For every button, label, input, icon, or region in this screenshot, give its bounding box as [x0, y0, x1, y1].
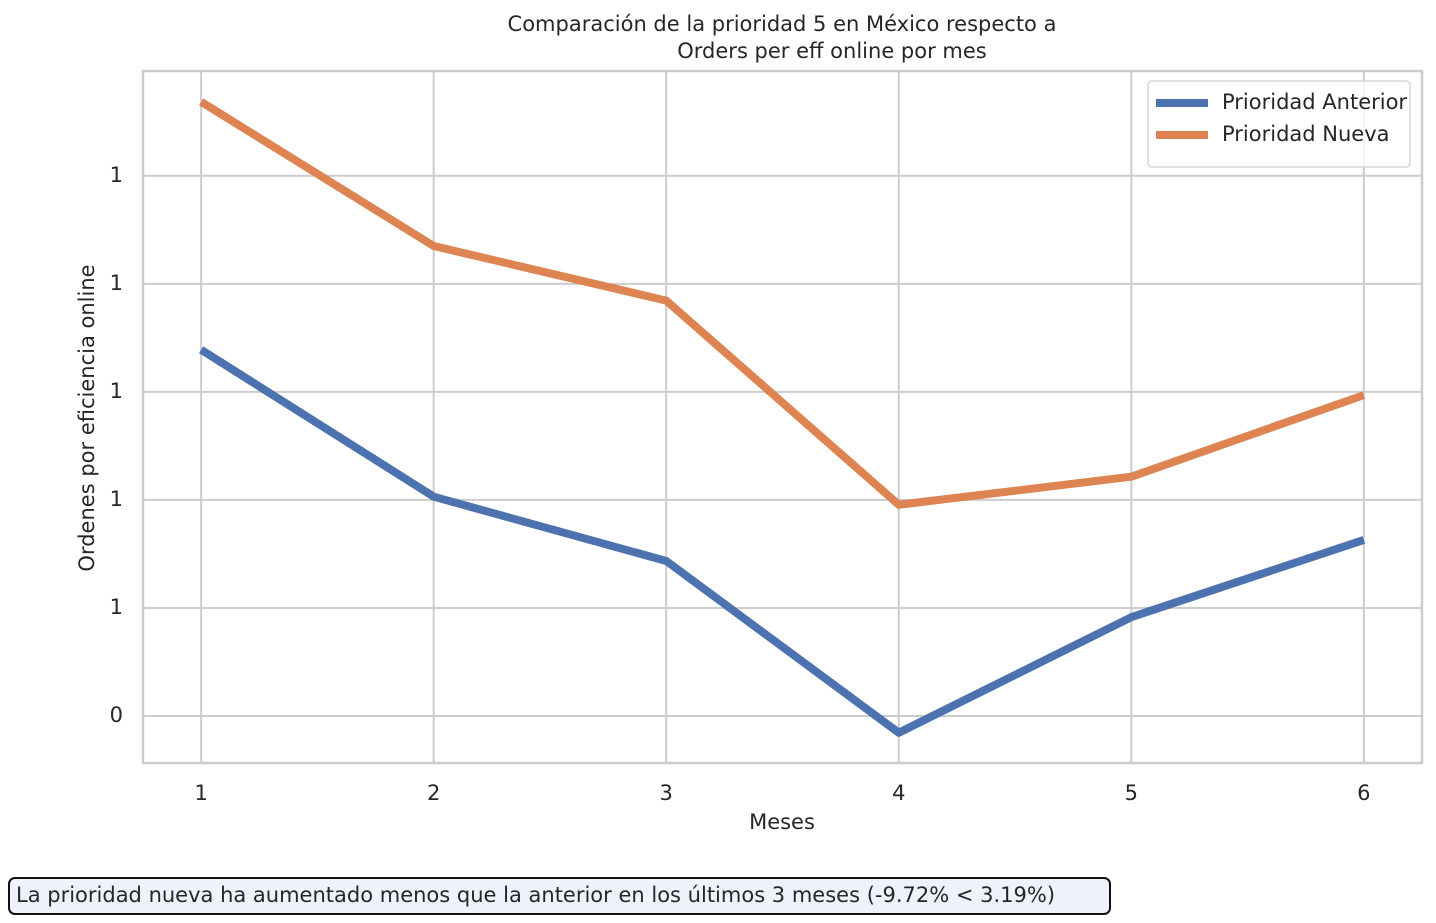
x-tick-label: 3 [660, 781, 673, 805]
y-tick-label: 1 [110, 163, 123, 187]
y-tick-label: 0 [110, 703, 123, 727]
y-tick-label: 1 [110, 487, 123, 511]
x-tick-label: 5 [1125, 781, 1138, 805]
annotation: La prioridad nueva ha aumentado menos qu… [16, 883, 1055, 907]
plot-frame [141, 69, 1424, 765]
x-tick-label: 4 [892, 781, 905, 805]
y-tick-label: 1 [110, 595, 123, 619]
x-tick-label: 1 [194, 781, 207, 805]
y-tick-label: 1 [110, 271, 123, 295]
chart-title: Orders per eff online por mes [677, 39, 986, 63]
legend-label: Prioridad Nueva [1222, 122, 1390, 146]
y-axis-label: Ordenes por eficiencia online [75, 264, 99, 571]
y-tick-label: 1 [110, 379, 123, 403]
x-axis-label: Meses [749, 810, 815, 834]
legend-box [1147, 80, 1411, 168]
x-tick-label: 6 [1357, 781, 1370, 805]
legend-label: Prioridad Anterior [1222, 90, 1407, 114]
annotation-box [8, 877, 1111, 915]
chart-title: Comparación de la prioridad 5 en México … [508, 12, 1057, 36]
x-tick-label: 2 [427, 781, 440, 805]
data-line [199, 98, 1366, 509]
data-line [198, 346, 1366, 737]
